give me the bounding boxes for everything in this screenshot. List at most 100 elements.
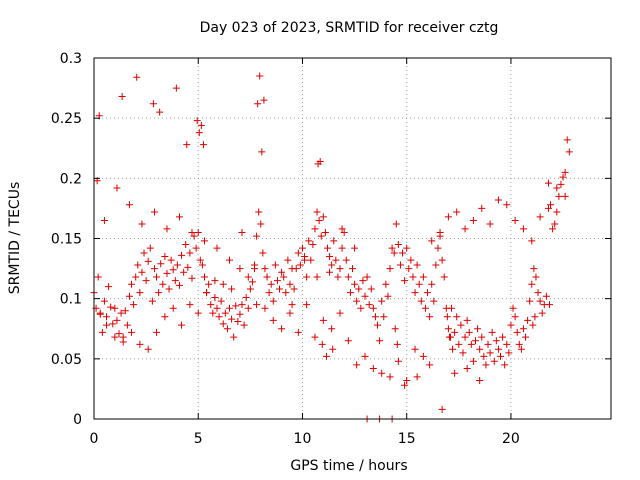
data-point xyxy=(211,293,219,301)
data-point xyxy=(138,220,146,228)
data-point xyxy=(134,261,142,269)
data-point xyxy=(169,266,177,274)
data-point xyxy=(445,333,453,341)
data-point xyxy=(561,192,569,200)
data-point xyxy=(421,304,429,312)
data-point xyxy=(98,328,106,336)
data-point xyxy=(465,328,473,336)
data-point xyxy=(282,289,290,297)
data-point xyxy=(411,289,419,297)
data-point xyxy=(150,265,158,273)
data-point xyxy=(286,280,294,288)
data-point xyxy=(401,381,409,389)
axis-ticks xyxy=(93,57,611,420)
data-point xyxy=(536,213,544,221)
x-tick-label: 20 xyxy=(502,431,520,447)
data-point xyxy=(194,228,202,236)
data-point xyxy=(132,273,140,281)
data-point xyxy=(538,309,546,317)
data-point xyxy=(230,333,238,341)
data-point xyxy=(453,208,461,216)
data-point xyxy=(546,301,554,309)
y-tick-label: 0.2 xyxy=(60,171,82,187)
data-point xyxy=(544,179,552,187)
data-point xyxy=(476,376,484,384)
data-point xyxy=(323,244,331,252)
data-point xyxy=(338,225,346,233)
data-point xyxy=(471,337,479,345)
data-point xyxy=(178,251,186,259)
data-point xyxy=(234,318,242,326)
data-point xyxy=(405,265,413,273)
data-point xyxy=(153,273,161,281)
data-point xyxy=(463,316,471,324)
data-point xyxy=(311,333,319,341)
data-point xyxy=(236,265,244,273)
data-point xyxy=(561,168,569,176)
data-point xyxy=(384,292,392,300)
data-point xyxy=(344,337,352,345)
data-point xyxy=(260,96,268,104)
data-point xyxy=(513,328,521,336)
data-point xyxy=(100,216,108,224)
data-point xyxy=(188,228,196,236)
data-point xyxy=(507,321,515,329)
data-point xyxy=(244,304,252,312)
data-point xyxy=(399,249,407,257)
data-point xyxy=(363,273,371,281)
data-point xyxy=(517,345,525,353)
data-point xyxy=(307,256,315,264)
data-point xyxy=(448,304,456,312)
data-point xyxy=(288,301,296,309)
data-point xyxy=(497,352,505,360)
data-point xyxy=(109,320,117,328)
data-point xyxy=(200,273,208,281)
data-point xyxy=(305,237,313,245)
data-point xyxy=(303,273,311,281)
data-point xyxy=(407,256,415,264)
data-point xyxy=(211,277,219,285)
y-tick-label: 0.25 xyxy=(51,111,82,127)
data-point xyxy=(140,249,148,257)
data-point xyxy=(107,303,115,311)
data-point xyxy=(117,309,125,317)
data-point xyxy=(217,297,225,305)
data-point xyxy=(430,297,438,305)
data-point xyxy=(553,184,561,192)
data-point xyxy=(199,141,207,149)
data-point xyxy=(451,328,459,336)
data-point xyxy=(411,345,419,353)
data-point xyxy=(415,280,423,288)
data-point xyxy=(565,148,573,156)
data-point xyxy=(319,316,327,324)
data-point xyxy=(311,225,319,233)
data-point xyxy=(171,277,179,285)
data-point xyxy=(531,313,539,321)
data-point xyxy=(180,268,188,276)
data-point xyxy=(413,261,421,269)
data-point xyxy=(178,321,186,329)
data-point xyxy=(328,261,336,269)
data-point xyxy=(461,333,469,341)
data-point xyxy=(228,315,236,323)
data-point xyxy=(503,201,511,209)
data-point xyxy=(419,352,427,360)
data-point xyxy=(298,244,306,252)
data-point xyxy=(125,292,133,300)
data-point xyxy=(393,340,401,348)
data-point xyxy=(284,256,292,264)
data-point xyxy=(142,277,150,285)
data-point xyxy=(342,256,350,264)
data-point xyxy=(301,256,309,264)
data-point xyxy=(361,292,369,300)
data-point xyxy=(378,297,386,305)
data-point xyxy=(499,333,507,341)
data-point xyxy=(313,273,321,281)
data-point xyxy=(394,357,402,365)
data-point xyxy=(318,340,326,348)
data-point xyxy=(532,273,540,281)
data-point xyxy=(255,208,263,216)
y-tick-label: 0.15 xyxy=(51,232,82,248)
data-point xyxy=(105,283,113,291)
data-point xyxy=(382,280,390,288)
